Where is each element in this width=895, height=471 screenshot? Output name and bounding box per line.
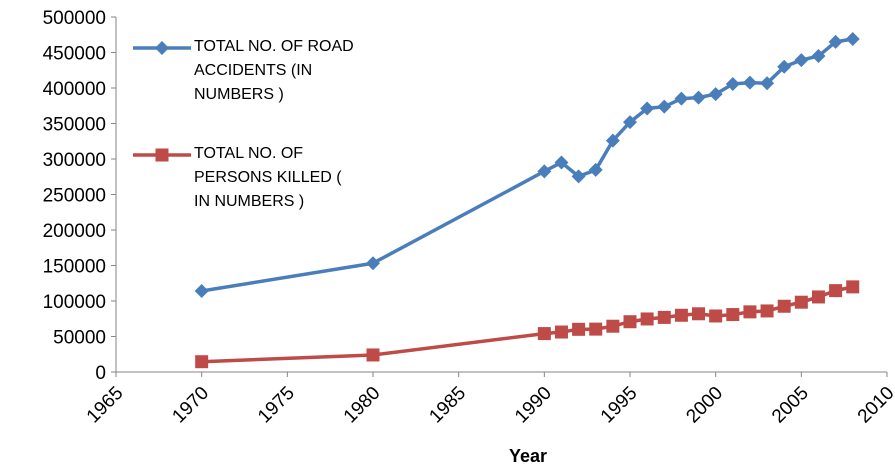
point <box>640 101 655 116</box>
y-tick-label: 300000 <box>43 150 106 171</box>
y-tick-label: 400000 <box>43 79 106 100</box>
point <box>845 32 860 47</box>
point <box>829 284 843 298</box>
x-tick-label: 1975 <box>254 383 299 428</box>
y-tick-label: 350000 <box>43 115 106 136</box>
point <box>588 162 603 177</box>
point <box>777 59 792 74</box>
x-tick-label: 1965 <box>83 383 128 428</box>
point <box>760 76 775 91</box>
x-tick-label: 2000 <box>682 383 727 428</box>
point <box>537 327 551 341</box>
y-tick-label: 450000 <box>43 44 106 65</box>
point <box>742 75 757 90</box>
point <box>674 91 689 106</box>
point <box>692 307 706 321</box>
point <box>725 77 740 92</box>
point <box>846 280 860 294</box>
point <box>605 133 620 148</box>
legend-label: TOTAL NO. OF ROAD ACCIDENTS (IN NUMBERS … <box>194 38 354 103</box>
legend-swatch-marker <box>155 148 169 162</box>
point <box>640 312 654 326</box>
x-tick-label: 1995 <box>597 383 642 428</box>
y-tick-label: 0 <box>95 363 106 384</box>
point <box>726 308 740 322</box>
point <box>760 304 774 318</box>
point <box>811 49 826 64</box>
point <box>674 308 688 322</box>
point <box>657 310 671 324</box>
point <box>571 169 586 184</box>
point <box>195 355 209 369</box>
point <box>709 309 723 323</box>
point <box>366 256 380 271</box>
point <box>794 295 808 309</box>
point <box>828 34 843 49</box>
point <box>777 299 791 313</box>
y-tick-label: 150000 <box>43 257 106 278</box>
x-tick-label: 1980 <box>340 383 385 428</box>
point <box>623 115 637 130</box>
point <box>537 164 552 179</box>
point <box>708 87 723 102</box>
y-tick-label: 500000 <box>43 8 106 29</box>
x-axis-title: Year <box>509 446 547 466</box>
x-tick-label: 1985 <box>425 383 470 428</box>
point <box>554 325 568 339</box>
point <box>794 53 809 68</box>
series-line <box>201 285 854 364</box>
point <box>623 315 637 329</box>
x-tick-label: 2010 <box>854 383 895 428</box>
point <box>572 322 586 336</box>
y-tick-label: 200000 <box>43 221 106 242</box>
point <box>743 305 757 319</box>
point <box>811 290 825 304</box>
legend-swatch-marker <box>155 41 169 55</box>
point <box>657 99 672 114</box>
y-tick-label: 100000 <box>43 292 106 313</box>
x-tick-label: 1990 <box>511 383 556 428</box>
y-tick-label: 250000 <box>43 186 106 207</box>
point <box>194 283 209 298</box>
point <box>589 322 603 336</box>
y-tick-label: 50000 <box>53 328 106 349</box>
point <box>691 90 706 105</box>
x-tick-label: 2005 <box>768 383 813 428</box>
point <box>606 319 620 333</box>
x-tick-label: 1970 <box>168 383 213 428</box>
point <box>366 348 380 362</box>
legend-label: TOTAL NO. OF PERSONS KILLED ( IN NUMBERS… <box>194 145 342 210</box>
point <box>554 155 569 170</box>
